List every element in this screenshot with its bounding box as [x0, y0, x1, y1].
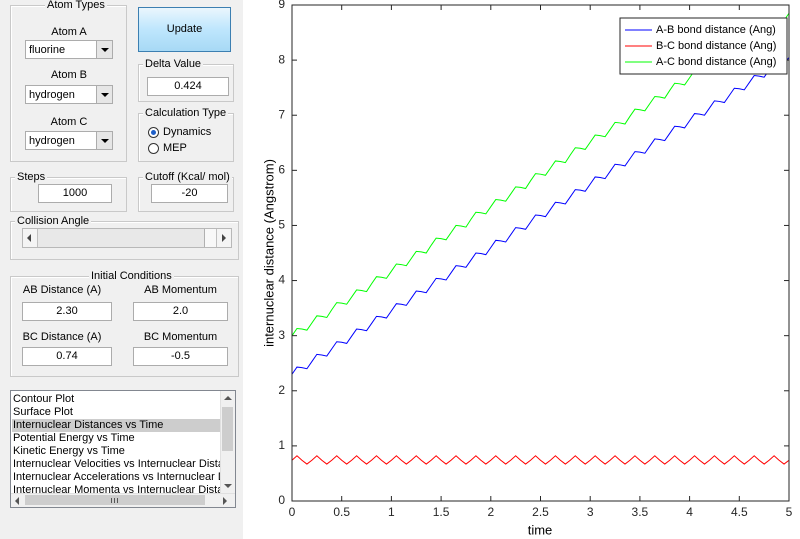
panel-title: Calculation Type [143, 107, 229, 120]
scroll-thumb[interactable] [222, 407, 233, 451]
radio-label: MEP [163, 142, 187, 154]
slider-right-arrow[interactable] [216, 229, 231, 247]
y-tick-label: 9 [278, 0, 285, 11]
horizontal-scrollbar[interactable] [11, 493, 235, 507]
y-tick-label: 5 [278, 218, 285, 232]
y-tick-label: 2 [278, 383, 285, 397]
list-item[interactable]: Kinetic Energy vs Time [13, 445, 125, 457]
list-item[interactable]: Contour Plot [13, 393, 75, 405]
scroll-thumb[interactable] [25, 495, 205, 505]
panel-title: Atom Types [45, 0, 107, 12]
dropdown-value: fluorine [29, 44, 66, 56]
bc-distance-label: BC Distance (A) [22, 331, 102, 343]
x-tick-label: 3.5 [632, 505, 649, 519]
x-axis-label: time [528, 522, 553, 537]
calculation-type-panel: Calculation Type [138, 107, 234, 162]
x-tick-label: 1 [388, 505, 395, 519]
update-button[interactable]: Update [138, 7, 231, 52]
bc-momentum-input[interactable]: -0.5 [133, 347, 228, 366]
atom-a-label: Atom A [51, 26, 87, 38]
x-tick-label: 4 [686, 505, 693, 519]
x-tick-label: 0 [289, 505, 296, 519]
series-line [291, 455, 790, 465]
list-item[interactable]: Internuclear Velocities vs Internuclear … [13, 458, 222, 470]
y-tick-label: 0 [278, 493, 285, 507]
vertical-scrollbar[interactable] [220, 391, 235, 494]
cutoff-input[interactable]: -20 [151, 184, 228, 203]
bc-momentum-label: BC Momentum [143, 331, 218, 343]
y-tick-label: 1 [278, 438, 285, 452]
collision-angle-panel: Collision Angle [10, 215, 239, 260]
atom-types-panel: Atom Types [10, 0, 127, 162]
delta-value-panel: Delta Value [138, 58, 234, 102]
y-tick-label: 8 [278, 52, 285, 66]
panel-title: Steps [15, 171, 48, 184]
slider-left-arrow[interactable] [23, 229, 38, 247]
delta-value-input[interactable]: 0.424 [147, 77, 229, 96]
x-tick-label: 2 [487, 505, 494, 519]
legend-label: B-C bond distance (Ang) [656, 40, 776, 52]
legend-label: A-B bond distance (Ang) [656, 24, 776, 36]
x-tick-label: 1.5 [433, 505, 450, 519]
ab-distance-label: AB Distance (A) [22, 284, 102, 296]
atom-b-dropdown[interactable]: hydrogen [25, 85, 113, 104]
initial-conditions-panel: Initial Conditions [10, 270, 239, 377]
cutoff-panel: Cutoff (Kcal/ mol) [138, 171, 234, 212]
legend-label: A-C bond distance (Ang) [656, 56, 776, 68]
steps-panel: Steps [10, 171, 127, 212]
bc-distance-input[interactable]: 0.74 [22, 347, 112, 366]
plot-listbox[interactable]: Contour Plot Surface Plot Internuclear D… [10, 390, 236, 508]
dropdown-button [96, 41, 112, 58]
y-tick-label: 7 [278, 107, 285, 121]
series-line [291, 57, 790, 375]
atom-b-label: Atom B [50, 69, 88, 81]
y-tick-label: 6 [278, 163, 285, 177]
y-tick-label: 3 [278, 328, 285, 342]
y-tick-label: 4 [278, 273, 285, 287]
radio-button[interactable] [148, 127, 159, 138]
dropdown-value: hydrogen [29, 89, 75, 101]
ab-momentum-input[interactable]: 2.0 [133, 302, 228, 321]
list-item[interactable]: Internuclear Distances vs Time [12, 419, 222, 432]
x-tick-label: 4.5 [731, 505, 748, 519]
dropdown-button [96, 132, 112, 149]
panel-title: Cutoff (Kcal/ mol) [143, 171, 232, 184]
atom-a-dropdown[interactable]: fluorine [25, 40, 113, 59]
ab-momentum-label: AB Momentum [144, 284, 217, 296]
panel-title: Delta Value [143, 58, 204, 71]
panel-title: Initial Conditions [89, 270, 174, 283]
radio-label: Dynamics [163, 126, 212, 138]
panel-title: Collision Angle [15, 215, 92, 228]
atom-c-dropdown[interactable]: hydrogen [25, 131, 113, 150]
list-item[interactable]: Surface Plot [13, 406, 73, 418]
steps-input[interactable]: 1000 [38, 184, 112, 203]
dropdown-value: hydrogen [29, 135, 75, 147]
x-tick-label: 3 [587, 505, 594, 519]
list-item[interactable]: Potential Energy vs Time [13, 432, 135, 444]
y-axis-label: internuclear distance (Angstrom) [261, 159, 276, 347]
x-tick-label: 0.5 [333, 505, 350, 519]
control-panel: Atom Types Atom A fluorine Atom B hydrog… [0, 0, 243, 539]
plot-area [292, 5, 789, 501]
list-item[interactable]: Internuclear Accelerations vs Internucle… [13, 471, 222, 483]
dropdown-button [96, 86, 112, 103]
atom-c-label: Atom C [50, 116, 88, 128]
radio-button[interactable] [148, 143, 159, 154]
ab-distance-input[interactable]: 2.30 [22, 302, 112, 321]
x-tick-label: 2.5 [532, 505, 549, 519]
x-tick-label: 5 [786, 505, 793, 519]
collision-angle-slider[interactable] [22, 228, 232, 248]
